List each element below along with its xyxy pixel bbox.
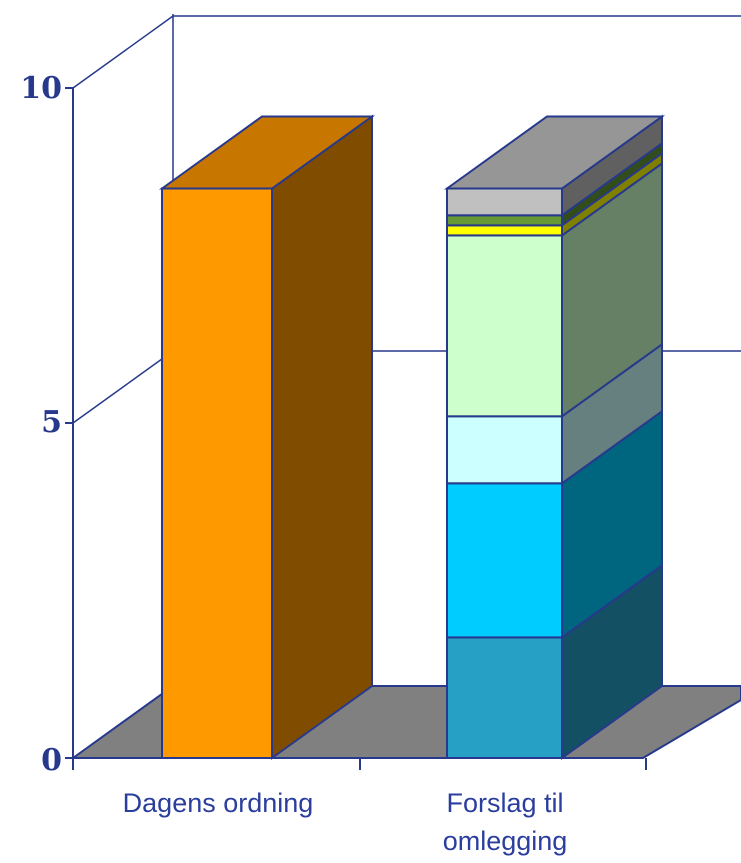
- bar-front-face: [446, 214, 563, 227]
- axis-labels: 0 5 10 Dagens ordning Forslag til omleggi…: [20, 71, 567, 856]
- bar-segment-1-1: [158, 114, 376, 760]
- bar-top-face: [443, 115, 666, 190]
- bar-front-face: [446, 187, 563, 217]
- bar-side-face: [271, 114, 373, 760]
- y-tick-label-0: 0: [41, 743, 62, 778]
- x-category-label-forslag-til-omlegging: Forslag til omlegging: [443, 788, 568, 856]
- bar-front-face: [446, 482, 563, 639]
- bar-front-face: [446, 415, 563, 485]
- bar-front-face: [446, 636, 563, 760]
- bar-segment-2-2: [446, 409, 663, 640]
- x-category-label-line-1: Forslag til: [446, 788, 563, 818]
- bar-front-face: [161, 187, 273, 759]
- y-tick-label-10: 10: [20, 71, 62, 106]
- bar-front-face: [446, 234, 563, 418]
- bar-segment-2-7: [443, 114, 666, 218]
- y-tick-label-5: 5: [41, 405, 62, 440]
- bar-segment-2-3: [446, 342, 663, 486]
- x-category-label-line-2: omlegging: [443, 826, 568, 856]
- x-category-label-dagens-ordning: Dagens ordning: [123, 788, 314, 818]
- gridline-10: [72, 15, 741, 89]
- bar-front-face: [446, 224, 563, 237]
- bars-layer: [158, 114, 666, 760]
- bar-top-face: [158, 115, 376, 190]
- bar-segment-2-1: [446, 563, 663, 760]
